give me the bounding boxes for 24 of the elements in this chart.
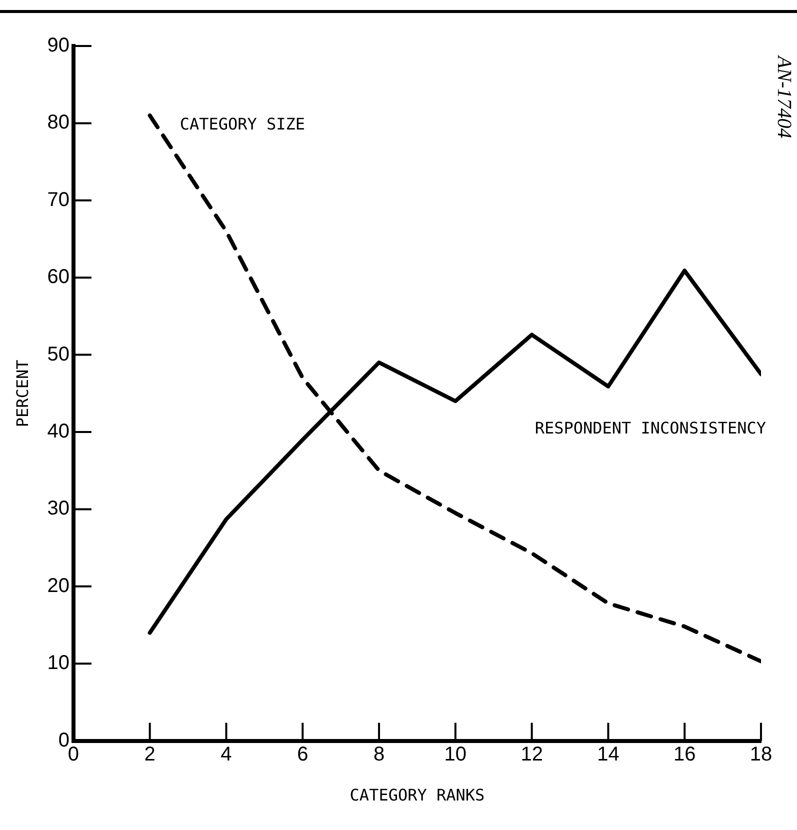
x-tick-label: 14 xyxy=(597,743,620,766)
y-tick-label: 80 xyxy=(47,112,70,134)
text: AN-17404 xyxy=(772,54,795,138)
text: RESPONDENT INCONSISTENCY xyxy=(534,418,766,438)
x-tick-label: 2 xyxy=(144,743,156,766)
x-tick-label: 4 xyxy=(220,743,232,766)
x-tick-label: 8 xyxy=(373,743,385,766)
x-tick-label: 10 xyxy=(444,743,467,766)
y-tick-label: 40 xyxy=(47,420,70,443)
x-tick-label: 18 xyxy=(750,743,772,766)
y-tick-label: 20 xyxy=(47,574,70,597)
series-label: CATEGORY SIZE xyxy=(180,114,306,134)
x-tick-label: 12 xyxy=(520,743,543,766)
y-tick-label: 60 xyxy=(47,266,70,288)
y-tick-label: 90 xyxy=(47,34,70,57)
x-tick-label: 6 xyxy=(297,743,308,766)
y-tick-label: 0 xyxy=(58,729,70,752)
y-axis-title: PERCENT xyxy=(12,359,32,428)
x-tick-label: 16 xyxy=(673,743,696,766)
y-tick-label: 10 xyxy=(47,652,70,674)
y-tick-label: 70 xyxy=(47,188,70,211)
x-axis-title: CATEGORY RANKS xyxy=(350,786,485,805)
y-tick-label: 50 xyxy=(47,343,70,366)
y-tick-label: 30 xyxy=(47,498,70,520)
